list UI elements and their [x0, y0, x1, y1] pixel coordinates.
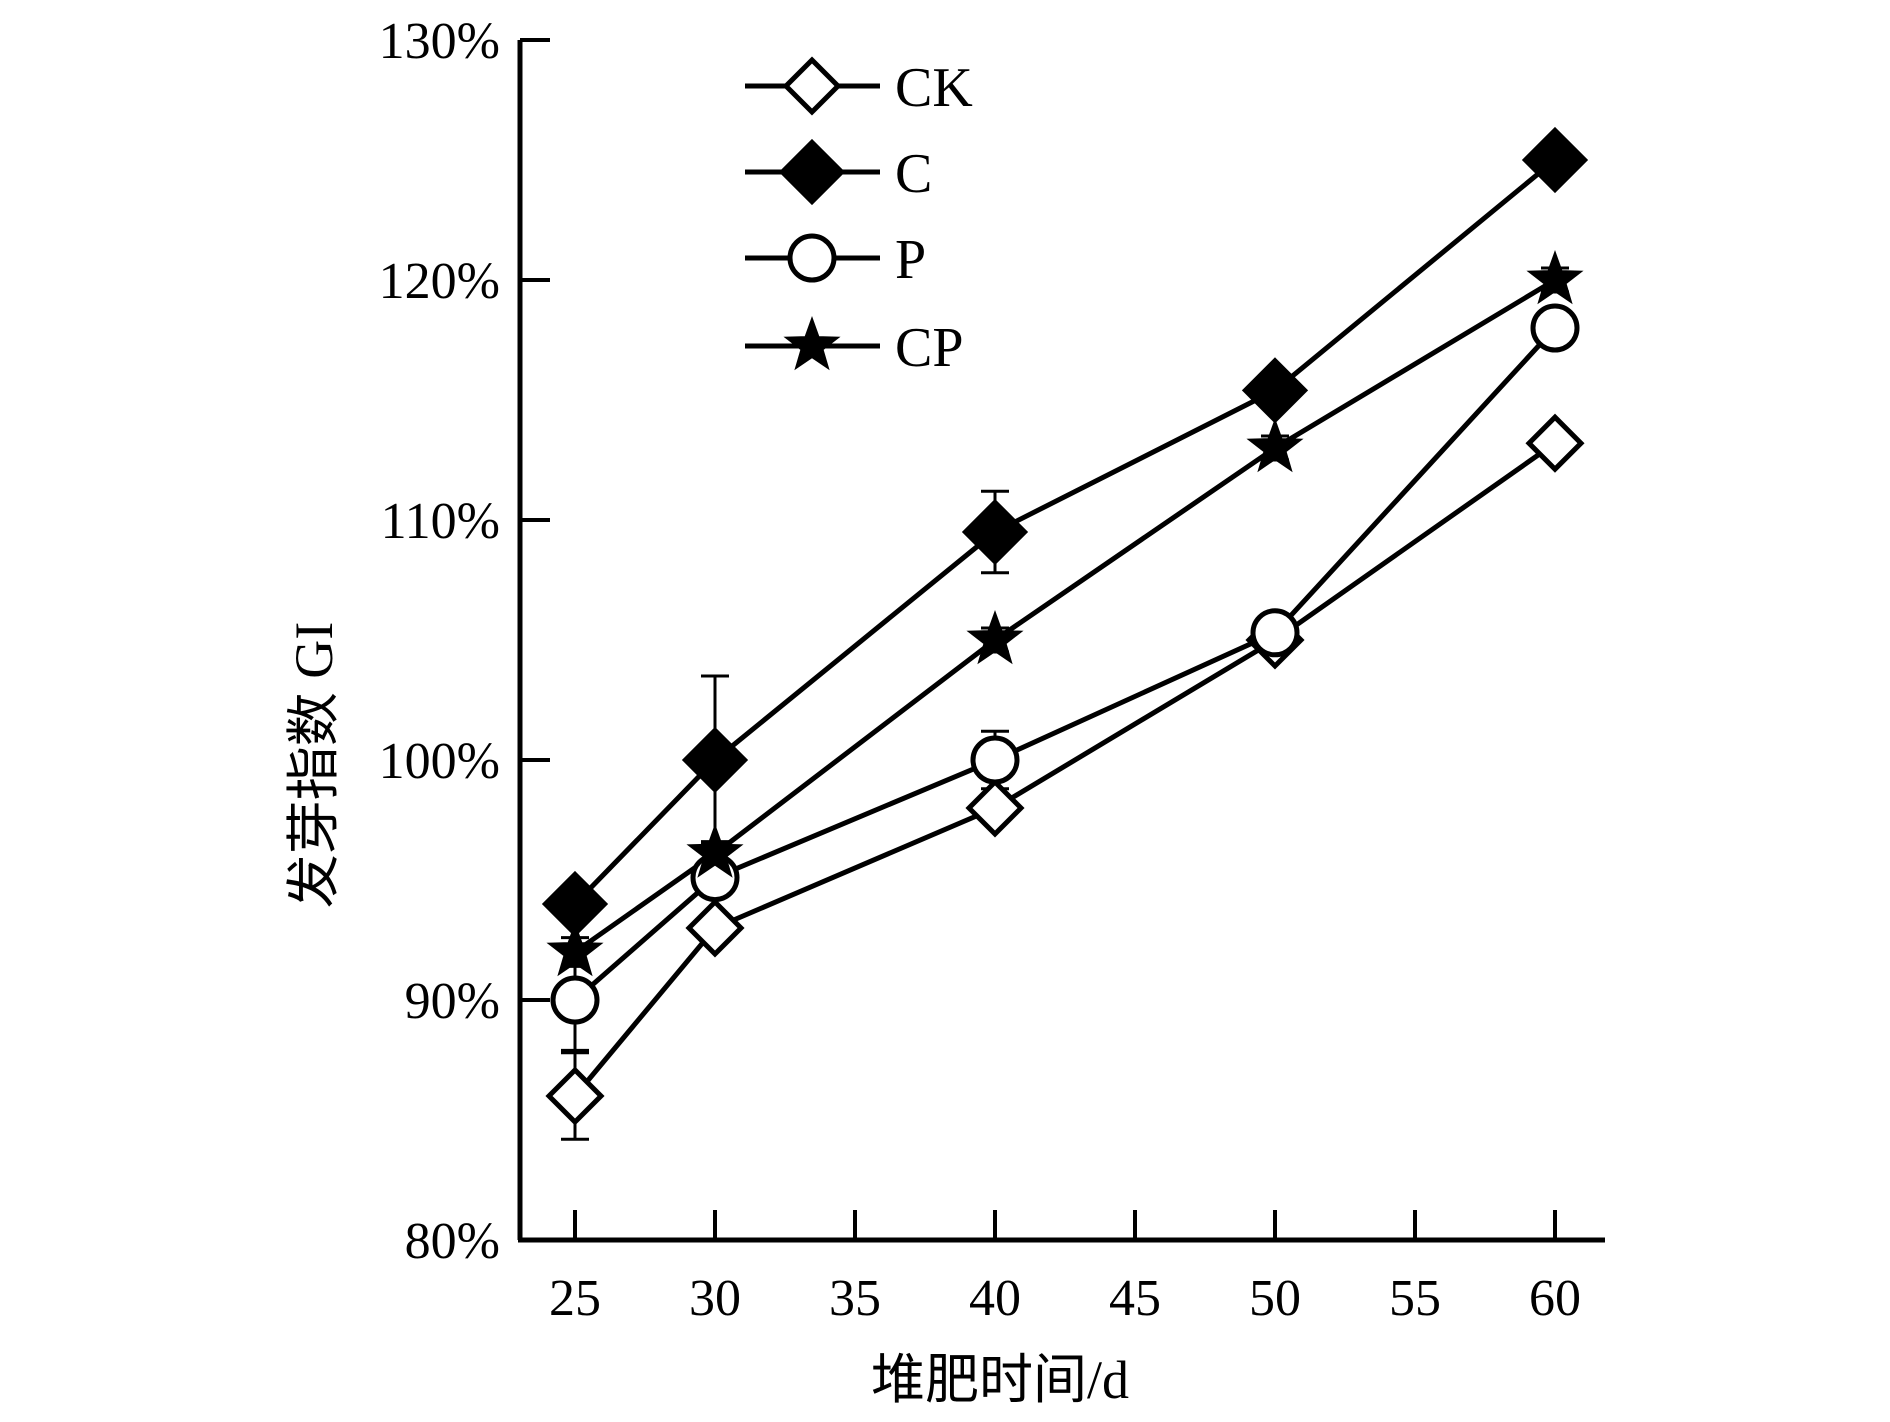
marker-cp	[1526, 250, 1584, 305]
marker-p	[1530, 303, 1580, 353]
series-line-c	[573, 158, 1557, 906]
y-tick-label: 100%	[379, 733, 500, 790]
marker-cp	[546, 922, 604, 977]
x-tick-label: 25	[549, 1270, 601, 1327]
legend-marker-c	[778, 138, 846, 206]
y-tick-label: 90%	[405, 973, 500, 1030]
marker-ck	[545, 1066, 605, 1126]
marker-p	[550, 975, 600, 1025]
legend-label-c: C	[895, 143, 932, 205]
marker-c	[961, 498, 1029, 566]
marker-ck	[685, 898, 745, 958]
x-tick-label: 30	[689, 1270, 741, 1327]
legend-label-p: P	[895, 229, 926, 291]
legend-label-cp: CP	[895, 317, 964, 379]
marker-c	[1521, 126, 1589, 194]
y-tick-label: 120%	[379, 253, 500, 310]
x-tick-label: 40	[969, 1270, 1021, 1327]
y-tick-label: 130%	[379, 13, 500, 70]
marker-ck	[965, 778, 1025, 838]
legend-marker-ck	[782, 56, 842, 116]
x-tick-label: 45	[1109, 1270, 1161, 1327]
legend-marker-cp	[783, 316, 841, 371]
y-axis-title: 发芽指数 GI	[284, 622, 344, 908]
y-tick-label: 110%	[381, 493, 500, 550]
x-axis-title: 堆肥时间/d	[871, 1350, 1129, 1410]
marker-cp	[966, 610, 1024, 665]
x-tick-label: 55	[1389, 1270, 1441, 1327]
x-tick-label: 60	[1529, 1270, 1581, 1327]
marker-c	[1241, 357, 1309, 424]
x-tick-label: 50	[1249, 1270, 1301, 1327]
marker-cp	[686, 823, 744, 878]
legend-marker-p	[787, 233, 837, 283]
marker-ck	[1525, 413, 1585, 473]
marker-p	[1250, 608, 1300, 658]
x-tick-label: 35	[829, 1270, 881, 1327]
marker-cp	[1246, 418, 1304, 473]
y-tick-label: 80%	[405, 1213, 500, 1270]
legend-label-ck: CK	[895, 57, 973, 119]
marker-p	[970, 735, 1020, 785]
marker-c	[681, 726, 749, 794]
